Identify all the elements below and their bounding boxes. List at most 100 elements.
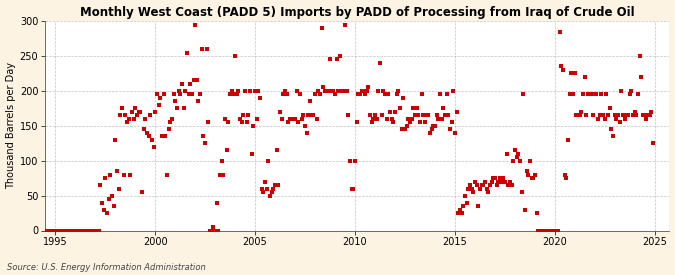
Point <box>350 158 360 163</box>
Point <box>360 92 371 97</box>
Point <box>404 120 415 125</box>
Text: Source: U.S. Energy Information Administration: Source: U.S. Energy Information Administ… <box>7 263 205 272</box>
Point <box>218 172 229 177</box>
Point <box>118 172 129 177</box>
Y-axis label: Thousand Barrels per Day: Thousand Barrels per Day <box>5 62 16 189</box>
Point <box>331 57 342 62</box>
Point <box>496 180 507 184</box>
Point <box>225 92 236 97</box>
Point <box>500 180 510 184</box>
Point <box>381 117 392 121</box>
Point <box>486 180 497 184</box>
Point <box>276 117 287 121</box>
Point <box>458 204 468 208</box>
Point <box>456 211 467 215</box>
Point <box>378 89 389 93</box>
Point <box>170 99 181 104</box>
Point <box>591 92 602 97</box>
Point <box>107 193 117 198</box>
Point <box>528 176 539 180</box>
Point <box>493 180 504 184</box>
Point <box>120 113 131 117</box>
Point <box>438 106 449 111</box>
Point <box>338 89 349 93</box>
Point <box>392 92 402 97</box>
Point <box>92 228 103 233</box>
Point <box>167 117 178 121</box>
Point <box>361 89 372 93</box>
Point <box>595 113 605 117</box>
Point <box>632 92 643 97</box>
Point <box>292 89 302 93</box>
Point <box>80 228 90 233</box>
Point <box>608 134 618 139</box>
Point <box>260 180 271 184</box>
Point <box>383 92 394 97</box>
Point <box>318 85 329 90</box>
Point <box>173 89 184 93</box>
Point <box>230 54 240 58</box>
Point <box>541 228 552 233</box>
Point <box>389 110 400 114</box>
Point <box>301 131 312 135</box>
Point <box>113 186 124 191</box>
Point <box>296 117 307 121</box>
Point <box>223 120 234 125</box>
Point <box>123 117 134 121</box>
Point <box>195 92 206 97</box>
Point <box>529 172 540 177</box>
Point <box>433 117 443 121</box>
Point <box>110 138 121 142</box>
Point <box>186 92 197 97</box>
Point <box>323 89 333 93</box>
Point <box>491 183 502 187</box>
Title: Monthly West Coast (PADD 5) Imports by PADD of Processing from Iraq of Crude Oil: Monthly West Coast (PADD 5) Imports by P… <box>80 6 634 18</box>
Point <box>446 120 457 125</box>
Point <box>464 183 475 187</box>
Point <box>470 180 481 184</box>
Point <box>460 193 470 198</box>
Point <box>498 176 509 180</box>
Point <box>76 228 87 233</box>
Point <box>481 186 492 191</box>
Point <box>236 120 247 125</box>
Point <box>628 113 639 117</box>
Point <box>211 200 222 205</box>
Point <box>251 117 262 121</box>
Point <box>157 134 167 139</box>
Point <box>364 113 375 117</box>
Point <box>614 120 625 125</box>
Point <box>342 89 352 93</box>
Point <box>478 183 489 187</box>
Point <box>539 228 550 233</box>
Point <box>574 113 585 117</box>
Point <box>200 141 211 145</box>
Point <box>253 89 264 93</box>
Point <box>288 117 299 121</box>
Point <box>88 228 99 233</box>
Point <box>641 117 652 121</box>
Point <box>333 89 344 93</box>
Point <box>160 134 171 139</box>
Point <box>489 176 500 180</box>
Point <box>150 110 161 114</box>
Point <box>414 120 425 125</box>
Point <box>51 228 62 233</box>
Point <box>228 92 239 97</box>
Point <box>368 117 379 121</box>
Point <box>57 228 68 233</box>
Point <box>261 186 272 191</box>
Point <box>72 228 82 233</box>
Point <box>243 113 254 117</box>
Point <box>483 190 493 194</box>
Point <box>545 228 556 233</box>
Point <box>53 228 64 233</box>
Point <box>217 158 227 163</box>
Point <box>599 117 610 121</box>
Point <box>78 228 89 233</box>
Point <box>579 75 590 79</box>
Point <box>278 92 289 97</box>
Point <box>596 92 607 97</box>
Point <box>504 180 515 184</box>
Point <box>60 228 71 233</box>
